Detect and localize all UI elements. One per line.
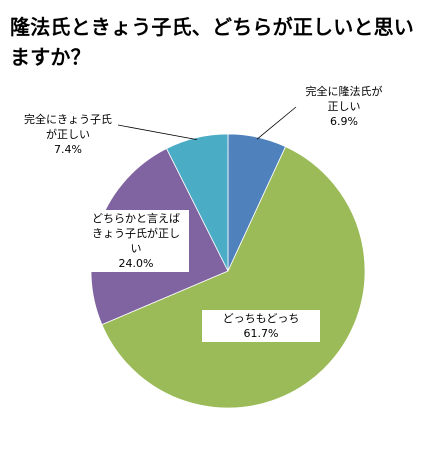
slice-label-4-value: 7.4%: [54, 143, 82, 156]
slice-label-1-value: 6.9%: [330, 115, 358, 128]
slice-label-3-line-3: い: [130, 242, 142, 255]
slice-label-1-line-1: 完全に隆法氏が: [305, 85, 383, 98]
slice-label-3: どちらかと言えば きょう子氏が正し い 24.0%: [83, 210, 189, 272]
slice-label-4: 完全にきょう子氏 が正しい 7.4%: [14, 112, 122, 157]
pie-slice-2: [101, 146, 366, 409]
leader-line-4: [117, 124, 197, 141]
slice-label-1-line-2: 正しい: [327, 100, 361, 113]
slice-label-4-line-1: 完全にきょう子氏: [24, 113, 112, 126]
slice-label-3-line-2: きょう子氏が正し: [92, 227, 180, 240]
pie-slice-4: [166, 133, 229, 272]
slice-label-4-line-2: が正しい: [46, 128, 90, 141]
slice-label-2: どっちもどっち 61.7%: [202, 310, 320, 342]
slice-label-1: 完全に隆法氏が 正しい 6.9%: [294, 84, 394, 129]
leader-line-1: [256, 106, 297, 140]
leader-lines: [117, 106, 297, 141]
slice-label-2-value: 61.7%: [243, 327, 279, 340]
chart-title: 隆法氏ときょう子氏、どちらが正しいと思いますか？: [10, 15, 414, 69]
slice-label-2-line-1: どっちもどっち: [222, 312, 300, 325]
slice-label-3-value: 24.0%: [118, 257, 154, 270]
slice-label-3-line-1: どちらかと言えば: [92, 212, 180, 225]
